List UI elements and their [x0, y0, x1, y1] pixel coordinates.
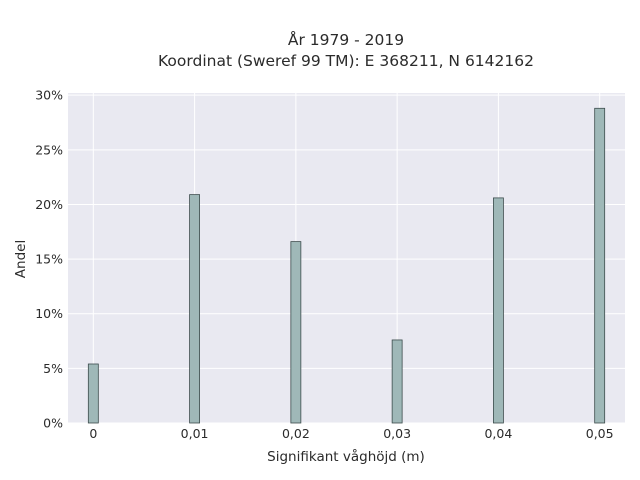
bars	[87, 107, 606, 424]
bar	[290, 241, 302, 424]
x-tick-label: 0,01	[181, 426, 209, 441]
y-tick-label: 30%	[35, 88, 63, 103]
chart-title-line-1: År 1979 - 2019	[288, 30, 404, 49]
chart-title-line-2: Koordinat (Sweref 99 TM): E 368211, N 61…	[158, 52, 534, 70]
x-axis-ticks: 0 0,01 0,02 0,03 0,04 0,05	[89, 426, 613, 441]
y-axis-ticks: 0% 5% 10% 15% 20% 25% 30%	[35, 88, 63, 431]
y-tick-label: 5%	[43, 361, 63, 376]
x-tick-label: 0,02	[282, 426, 310, 441]
x-tick-label: 0,04	[484, 426, 512, 441]
y-tick-label: 15%	[35, 252, 63, 267]
y-axis-label: Andel	[13, 240, 29, 278]
bar	[594, 107, 606, 424]
x-axis-label: Signifikant våghöjd (m)	[267, 448, 425, 465]
bar	[493, 197, 504, 424]
x-tick-label: 0,03	[383, 426, 411, 441]
y-tick-label: 20%	[35, 197, 63, 212]
x-tick-label: 0,05	[586, 426, 614, 441]
y-tick-label: 25%	[35, 142, 63, 157]
bar	[189, 194, 200, 424]
bar	[391, 339, 403, 424]
y-tick-label: 0%	[43, 416, 63, 431]
plot-area	[68, 93, 625, 423]
x-tick-label: 0	[89, 426, 97, 441]
bar	[87, 363, 99, 424]
y-tick-label: 10%	[35, 306, 63, 321]
